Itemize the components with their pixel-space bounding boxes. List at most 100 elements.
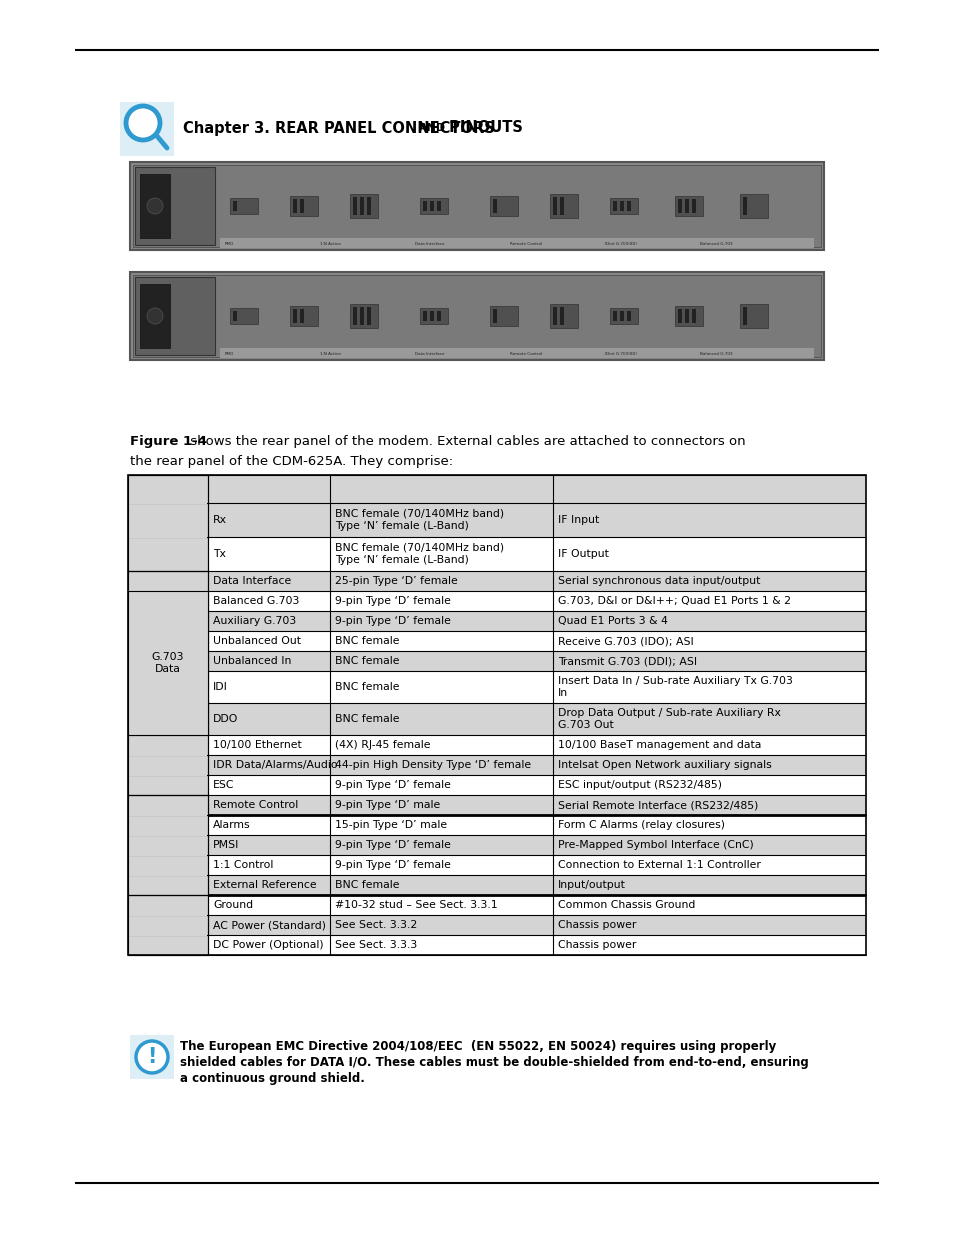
Text: 44-pin High Density Type ‘D’ female: 44-pin High Density Type ‘D’ female [335, 760, 531, 769]
Text: G.703
Data: G.703 Data [152, 652, 184, 674]
Text: shows the rear panel of the modem. External cables are attached to connectors on: shows the rear panel of the modem. Exter… [186, 435, 745, 448]
Bar [128, 592, 208, 735]
Bar [128, 592, 208, 735]
Text: ESC: ESC [213, 781, 234, 790]
Bar [128, 835, 865, 855]
Bar [135, 167, 214, 245]
Bar [128, 735, 865, 755]
Bar [230, 308, 257, 324]
Bar [493, 199, 497, 212]
Text: Chassis power: Chassis power [558, 920, 636, 930]
Bar [130, 162, 823, 249]
Text: the rear panel of the CDM-625A. They comprise:: the rear panel of the CDM-625A. They com… [130, 454, 453, 468]
Bar [128, 571, 208, 795]
Bar [128, 475, 865, 955]
Text: ESC input/output (RS232/485): ESC input/output (RS232/485) [558, 781, 721, 790]
Text: Type ‘N’ female (L-Band): Type ‘N’ female (L-Band) [335, 555, 468, 564]
Text: 1:1 Control: 1:1 Control [213, 860, 274, 869]
Bar [430, 311, 434, 321]
Bar [128, 571, 865, 592]
Bar [367, 308, 371, 325]
Bar [675, 196, 702, 216]
Bar [609, 308, 638, 324]
Bar [613, 311, 617, 321]
Text: BNC female: BNC female [335, 714, 399, 724]
Bar [359, 198, 364, 215]
Bar [430, 201, 434, 211]
Text: IDR Data/Alarms/Audio: IDR Data/Alarms/Audio [213, 760, 337, 769]
Text: External Reference: External Reference [213, 881, 316, 890]
Bar [128, 895, 208, 955]
Bar [128, 475, 208, 571]
Bar [613, 201, 617, 211]
Bar [140, 174, 170, 238]
Text: 9-pin Type ‘D’ female: 9-pin Type ‘D’ female [335, 781, 451, 790]
Bar [128, 795, 865, 815]
Bar [220, 238, 813, 248]
Text: shielded cables for DATA I/O. These cables must be double-shielded from end-to-e: shielded cables for DATA I/O. These cabl… [180, 1056, 808, 1070]
Text: BNC female: BNC female [335, 881, 399, 890]
Bar [550, 304, 578, 329]
Bar [233, 201, 236, 211]
Bar [128, 503, 865, 537]
Bar [128, 795, 208, 895]
Text: 9-pin Type ‘D’ female: 9-pin Type ‘D’ female [335, 840, 451, 850]
Bar [419, 198, 448, 214]
Bar [128, 671, 865, 703]
Text: PMO: PMO [225, 352, 234, 356]
Text: G.703 Out: G.703 Out [558, 720, 613, 730]
Text: 9-pin Type ‘D’ female: 9-pin Type ‘D’ female [335, 597, 451, 606]
FancyBboxPatch shape [130, 1035, 173, 1079]
Text: BNC female: BNC female [335, 656, 399, 666]
Text: See Sect. 3.3.3: See Sect. 3.3.3 [335, 940, 416, 950]
Text: Remote Control: Remote Control [510, 352, 541, 356]
Text: Unbalanced Out: Unbalanced Out [213, 636, 301, 646]
Text: Serial synchronous data input/output: Serial synchronous data input/output [558, 576, 760, 585]
Text: Intelsat Open Network auxiliary signals: Intelsat Open Network auxiliary signals [558, 760, 771, 769]
Text: Pre-Mapped Symbol Interface (CnC): Pre-Mapped Symbol Interface (CnC) [558, 840, 753, 850]
Bar [684, 199, 688, 212]
Bar [742, 198, 746, 215]
Text: 15-pin Type ‘D’ male: 15-pin Type ‘D’ male [335, 820, 447, 830]
Text: 10/100 BaseT management and data: 10/100 BaseT management and data [558, 740, 760, 750]
Bar [299, 199, 304, 212]
Text: !: ! [147, 1047, 156, 1067]
Bar [350, 194, 377, 219]
Text: G.703, D&I or D&I++; Quad E1 Ports 1 & 2: G.703, D&I or D&I++; Quad E1 Ports 1 & 2 [558, 597, 790, 606]
Text: 1:N Active: 1:N Active [319, 242, 340, 246]
Bar [128, 895, 208, 955]
Text: Balanced G.703: Balanced G.703 [213, 597, 299, 606]
Bar [550, 194, 578, 219]
Text: Data Interface: Data Interface [415, 352, 444, 356]
Bar [350, 304, 377, 329]
Text: Serial Remote Interface (RS232/485): Serial Remote Interface (RS232/485) [558, 800, 758, 810]
Text: a continuous ground shield.: a continuous ground shield. [180, 1072, 364, 1086]
Bar [293, 309, 296, 324]
Text: Balanced G.703: Balanced G.703 [700, 242, 732, 246]
Bar [128, 651, 865, 671]
Text: 25-pin Type ‘D’ female: 25-pin Type ‘D’ female [335, 576, 457, 585]
Bar [609, 198, 638, 214]
Bar [128, 935, 865, 955]
Bar [675, 306, 702, 326]
Bar [128, 876, 865, 895]
Bar [740, 304, 767, 329]
Bar [128, 815, 865, 835]
Bar [128, 795, 208, 895]
Text: Drop Data Output / Sub-rate Auxiliary Rx: Drop Data Output / Sub-rate Auxiliary Rx [558, 708, 781, 718]
Text: 9-pin Type ‘D’ female: 9-pin Type ‘D’ female [335, 860, 451, 869]
Bar [419, 308, 448, 324]
Text: Quad E1 Ports 3 & 4: Quad E1 Ports 3 & 4 [558, 616, 667, 626]
Bar [353, 308, 356, 325]
Bar [691, 309, 696, 324]
Bar [678, 199, 681, 212]
Text: BNC female: BNC female [335, 682, 399, 692]
Text: Chassis power: Chassis power [558, 940, 636, 950]
Text: PINOUTS: PINOUTS [443, 121, 522, 136]
Text: The European EMC Directive 2004/108/EEC  (EN 55022, EN 50024) requires using pro: The European EMC Directive 2004/108/EEC … [180, 1040, 776, 1053]
Text: Unbalanced In: Unbalanced In [213, 656, 291, 666]
Text: In: In [558, 688, 568, 698]
Bar [128, 537, 865, 571]
Bar [691, 199, 696, 212]
Bar [128, 755, 865, 776]
